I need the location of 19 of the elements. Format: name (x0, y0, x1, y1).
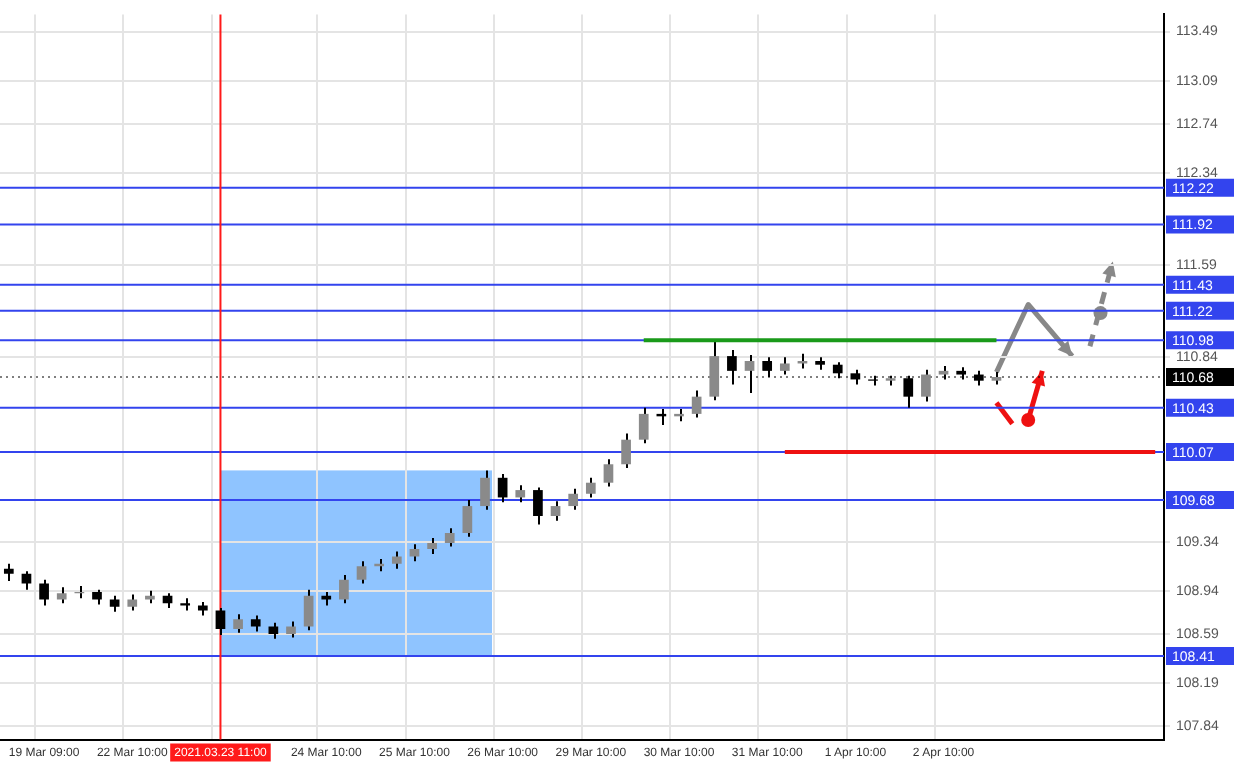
candlestick (480, 469, 490, 511)
candlestick (921, 368, 931, 403)
candlestick (533, 486, 543, 526)
candlestick (339, 573, 349, 605)
candlestick (462, 498, 473, 538)
candlestick (585, 476, 596, 499)
candlestick (497, 473, 508, 504)
candlestick (356, 560, 367, 585)
candlestick (215, 607, 226, 637)
candlestick (638, 406, 649, 445)
candlestick (603, 458, 614, 488)
candlestick (444, 527, 455, 548)
candlestick (550, 500, 561, 522)
candlestick (621, 432, 631, 469)
candlestick (303, 588, 314, 632)
candlestick (39, 578, 49, 607)
candlestick (568, 487, 579, 511)
candlestick (233, 613, 243, 634)
candlestick (691, 389, 702, 419)
